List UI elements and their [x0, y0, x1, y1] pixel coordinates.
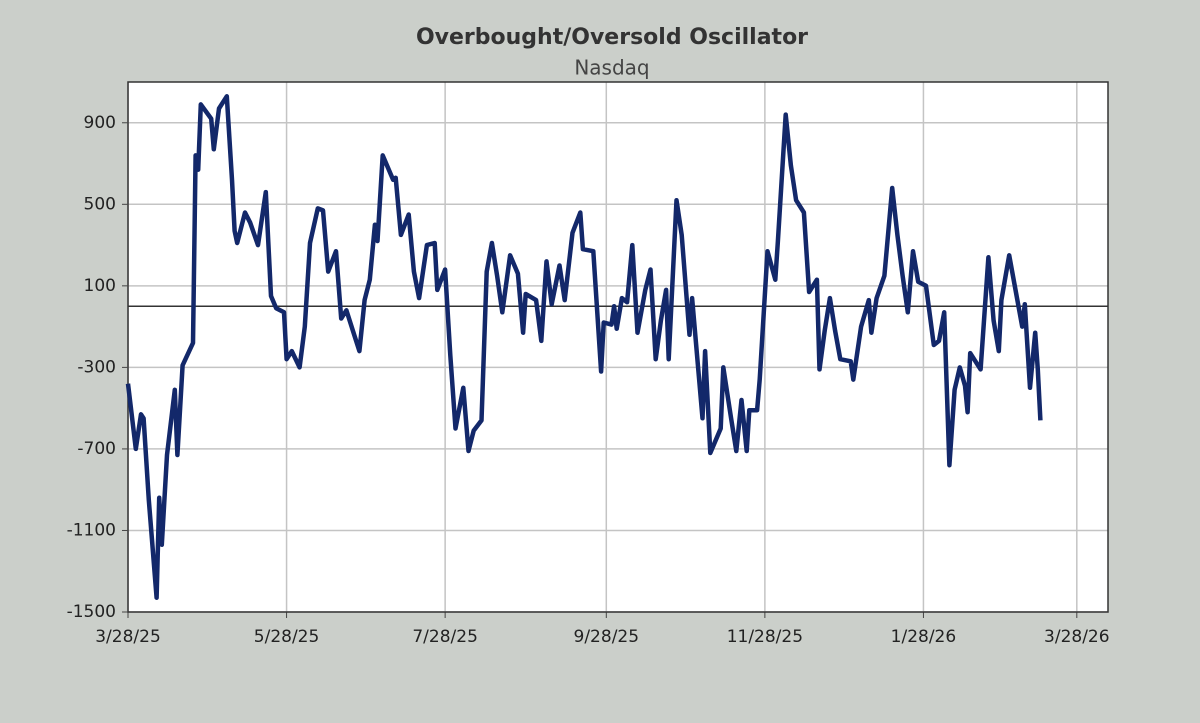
x-tick-label: 11/28/25	[727, 627, 803, 647]
y-tick-label: 500	[84, 194, 116, 214]
x-tick-label: 1/28/26	[891, 627, 957, 647]
x-tick-label: 3/28/26	[1044, 627, 1110, 647]
plot-area	[128, 82, 1108, 612]
plot-border	[127, 81, 1109, 613]
y-tick-label: 900	[84, 113, 116, 133]
x-tick-label: 3/28/25	[95, 627, 161, 647]
y-tick-label: -1100	[67, 520, 116, 540]
data-line	[125, 94, 1043, 600]
chart-title: Overbought/Oversold Oscillator	[416, 25, 808, 50]
y-tick-label: -700	[77, 439, 116, 459]
y-tick-label: -300	[77, 357, 116, 377]
y-tick-label: -1500	[67, 602, 116, 622]
chart-subtitle: Nasdaq	[574, 56, 649, 80]
x-tick-label: 9/28/25	[574, 627, 640, 647]
y-tick-label: 100	[84, 276, 116, 296]
x-tick-label: 5/28/25	[254, 627, 320, 647]
x-tick-label: 7/28/25	[412, 627, 478, 647]
